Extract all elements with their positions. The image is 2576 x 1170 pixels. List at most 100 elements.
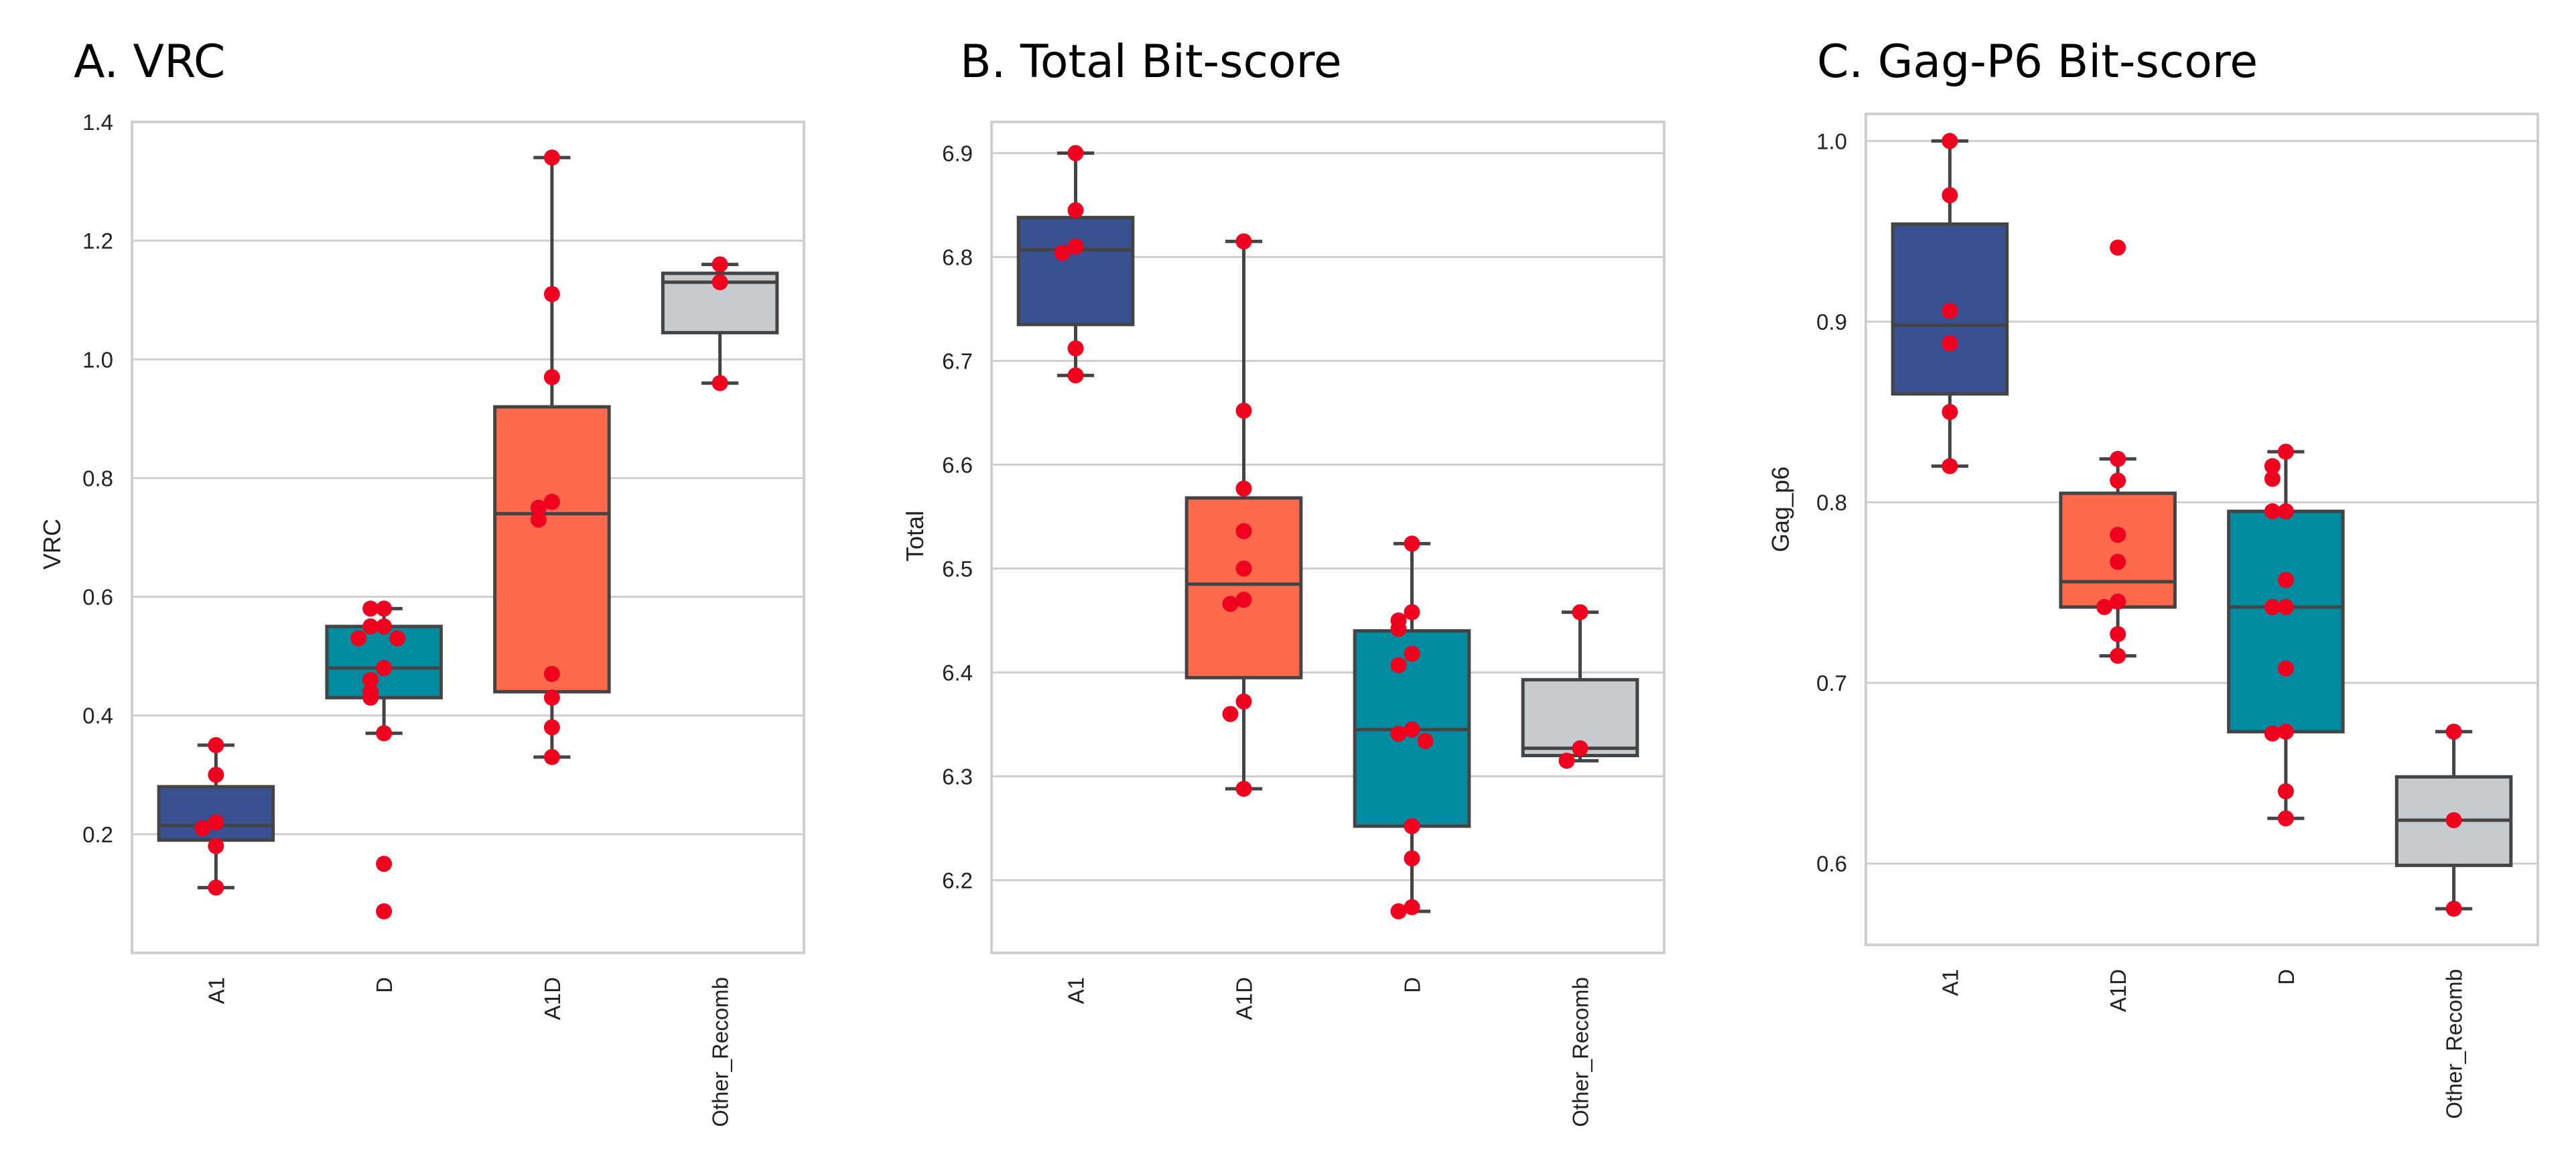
boxes-total <box>1016 151 1639 913</box>
point-total-a1d-6 <box>1222 596 1239 612</box>
point-gag-p6-d-10 <box>2264 725 2281 742</box>
x-tick-label-total-other-recomb: Other_Recomb <box>1568 977 1593 1127</box>
y-tick-label-gag-p6-1: 0.7 <box>1816 671 1847 696</box>
point-gag-p6-d-4 <box>2264 503 2281 520</box>
point-total-a1-0 <box>1067 145 1084 161</box>
point-gag-p6-d-5 <box>2277 572 2294 588</box>
y-ticks-gag-p6: 0.6 0.7 0.8 0.9 1.0 <box>1816 129 1847 876</box>
point-vrc-d-5 <box>350 630 367 647</box>
point-vrc-d-9 <box>362 690 379 706</box>
point-total-a1d-1 <box>1235 402 1252 419</box>
y-tick-label-gag-p6-0: 0.6 <box>1816 852 1847 876</box>
point-total-d-7 <box>1390 725 1407 742</box>
point-vrc-a1-5 <box>208 879 224 896</box>
point-total-a1d-3 <box>1235 523 1252 539</box>
panel-vrc: A. VRC VRC 0.20.40.60.81.01.21.4 A1 D A1D O… <box>38 36 805 1127</box>
y-tick-label-gag-p6-2: 0.8 <box>1816 491 1847 515</box>
point-vrc-d-7 <box>362 671 379 688</box>
box-gag-p6-d <box>2227 509 2345 734</box>
y-tick-label-gag-p6-3: 0.9 <box>1816 310 1847 334</box>
x-tick-label-total-a1d: A1D <box>1232 977 1257 1020</box>
point-gag-p6-a1d-4 <box>2110 554 2126 570</box>
point-total-d-11 <box>1404 899 1420 915</box>
point-gag-p6-a1d-8 <box>2110 647 2126 664</box>
grid-total <box>992 152 1664 881</box>
x-tick-label-vrc-a1: A1 <box>204 977 228 1004</box>
point-vrc-d-1 <box>362 600 379 617</box>
point-vrc-a1-4 <box>208 838 224 854</box>
y-tick-label-vrc-2: 0.6 <box>82 585 113 610</box>
point-gag-p6-d-12 <box>2277 810 2294 827</box>
box-total-a1 <box>1016 216 1135 326</box>
x-ticks-vrc: A1 D A1D Other_Recomb <box>204 977 732 1127</box>
point-gag-p6-a1-1 <box>1942 187 1958 204</box>
point-vrc-d-0 <box>376 600 393 617</box>
plot-frame-gag-p6 <box>1865 113 2539 946</box>
point-total-other-recomb-1 <box>1572 740 1588 757</box>
point-total-other-recomb-0 <box>1572 604 1588 621</box>
point-vrc-a1-3 <box>194 820 211 836</box>
point-vrc-a1d-4 <box>530 499 547 516</box>
point-vrc-d-12 <box>376 903 393 919</box>
point-gag-p6-d-11 <box>2277 783 2294 799</box>
point-vrc-d-11 <box>376 856 393 872</box>
x-tick-label-vrc-other-recomb: Other_Recomb <box>708 977 733 1127</box>
y-tick-label-vrc-6: 1.4 <box>82 110 113 135</box>
y-tick-label-total-2: 6.4 <box>942 661 973 686</box>
y-tick-label-total-6: 6.8 <box>942 245 973 270</box>
points-gag-p6 <box>1942 133 2462 917</box>
point-vrc-a1d-8 <box>543 719 560 736</box>
point-total-d-9 <box>1404 818 1420 834</box>
point-gag-p6-d-3 <box>2277 503 2294 520</box>
point-gag-p6-d-6 <box>2277 598 2294 615</box>
x-tick-label-gag-p6-a1: A1 <box>1938 969 1962 996</box>
y-axis-label-total: Total <box>901 511 929 562</box>
point-gag-p6-a1d-2 <box>2110 472 2126 489</box>
y-tick-label-total-1: 6.3 <box>942 765 973 789</box>
box-group-vrc-a1d <box>493 155 611 759</box>
point-gag-p6-a1-0 <box>1942 133 1958 149</box>
x-tick-label-vrc-d: D <box>372 977 397 993</box>
panel-title-total: B. Total Bit-score <box>960 36 1342 88</box>
point-vrc-d-4 <box>389 630 406 647</box>
point-total-a1d-7 <box>1235 693 1252 710</box>
point-gag-p6-a1d-3 <box>2110 527 2126 543</box>
point-total-d-3 <box>1390 621 1407 637</box>
point-gag-p6-a1-4 <box>1942 403 1958 420</box>
point-vrc-a1d-2 <box>543 369 560 385</box>
point-total-a1-5 <box>1067 367 1084 384</box>
point-total-d-5 <box>1390 657 1407 673</box>
point-total-d-12 <box>1390 903 1407 919</box>
point-vrc-a1-1 <box>208 767 224 783</box>
point-vrc-a1d-1 <box>543 285 560 302</box>
point-vrc-a1-2 <box>208 814 224 831</box>
point-gag-p6-a1d-6 <box>2096 598 2113 615</box>
point-gag-p6-a1d-7 <box>2110 626 2126 643</box>
box-vrc-a1d <box>493 405 611 694</box>
panel-gag-p6: C. Gag-P6 Bit-score Gag_p6 0.6 0.7 0.8 0.9 1… <box>1767 36 2539 1119</box>
plot-frame-total <box>990 121 1666 954</box>
point-total-d-0 <box>1404 535 1420 552</box>
point-total-a1-1 <box>1067 202 1084 218</box>
point-total-a1d-0 <box>1235 233 1252 250</box>
y-tick-label-gag-p6-4: 1.0 <box>1816 129 1847 153</box>
box-vrc-a1 <box>157 785 275 842</box>
point-total-a1-2 <box>1067 239 1084 255</box>
point-vrc-a1d-5 <box>530 511 547 528</box>
point-gag-p6-d-2 <box>2264 470 2281 487</box>
point-total-a1-4 <box>1067 340 1084 356</box>
box-group-total-other-recomb <box>1521 610 1639 763</box>
y-tick-label-vrc-1: 0.4 <box>82 704 113 728</box>
x-tick-label-total-a1: A1 <box>1064 977 1089 1004</box>
point-gag-p6-d-1 <box>2264 458 2281 474</box>
point-total-d-4 <box>1404 645 1420 662</box>
point-gag-p6-a1d-1 <box>2110 450 2126 467</box>
box-group-gag-p6-d <box>2227 450 2345 820</box>
y-tick-label-total-3: 6.5 <box>942 557 973 582</box>
panel-title-vrc: A. VRC <box>74 36 225 88</box>
point-total-d-8 <box>1417 732 1434 749</box>
y-tick-label-vrc-4: 1.0 <box>82 347 113 372</box>
x-tick-label-total-d: D <box>1400 977 1425 993</box>
point-total-a1d-2 <box>1235 480 1252 497</box>
